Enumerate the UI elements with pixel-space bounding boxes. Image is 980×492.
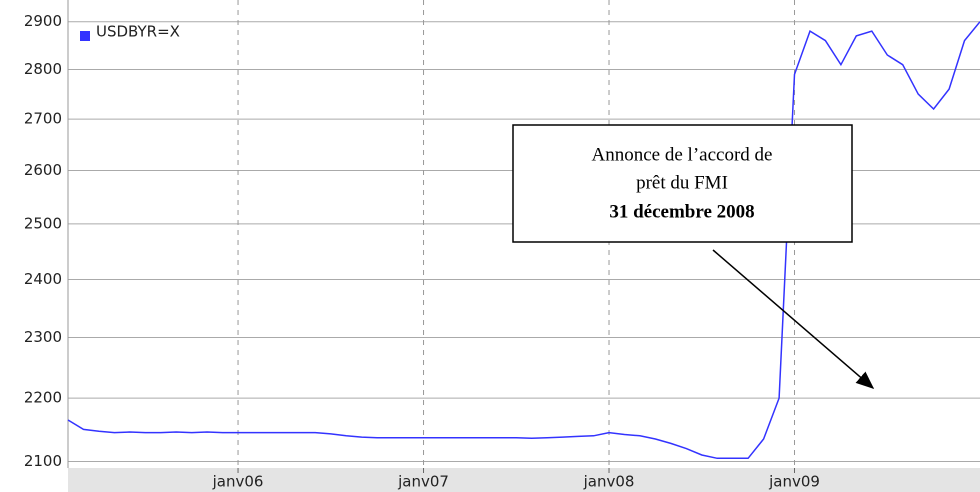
data-line bbox=[67, 21, 980, 460]
y-tick-label: 2500 bbox=[24, 214, 62, 232]
y-tick-label: 2900 bbox=[24, 12, 62, 30]
x-axis-band bbox=[68, 468, 980, 492]
x-tick-label: janv07 bbox=[397, 473, 449, 491]
x-tick-label: janv06 bbox=[212, 473, 264, 491]
y-tick-label: 2700 bbox=[24, 110, 62, 128]
x-tick-label: janv08 bbox=[583, 473, 635, 491]
legend-label: USDBYR=X bbox=[96, 23, 180, 41]
annotation-arrow bbox=[712, 249, 875, 389]
annotation-line: prêt du FMI bbox=[636, 172, 728, 193]
annotation-box bbox=[512, 124, 853, 243]
x-tick-label: janv09 bbox=[768, 473, 820, 491]
annotation-line: 31 décembre 2008 bbox=[609, 201, 754, 222]
y-tick-label: 2800 bbox=[24, 60, 62, 78]
annotation-line: Annonce de l’accord de bbox=[592, 144, 773, 165]
y-tick-label: 2400 bbox=[24, 270, 62, 288]
y-tick-label: 2100 bbox=[24, 452, 62, 470]
legend-swatch bbox=[80, 31, 90, 41]
y-tick-label: 2200 bbox=[24, 389, 62, 407]
y-tick-label: 2600 bbox=[24, 161, 62, 179]
y-tick-label: 2300 bbox=[24, 328, 62, 346]
